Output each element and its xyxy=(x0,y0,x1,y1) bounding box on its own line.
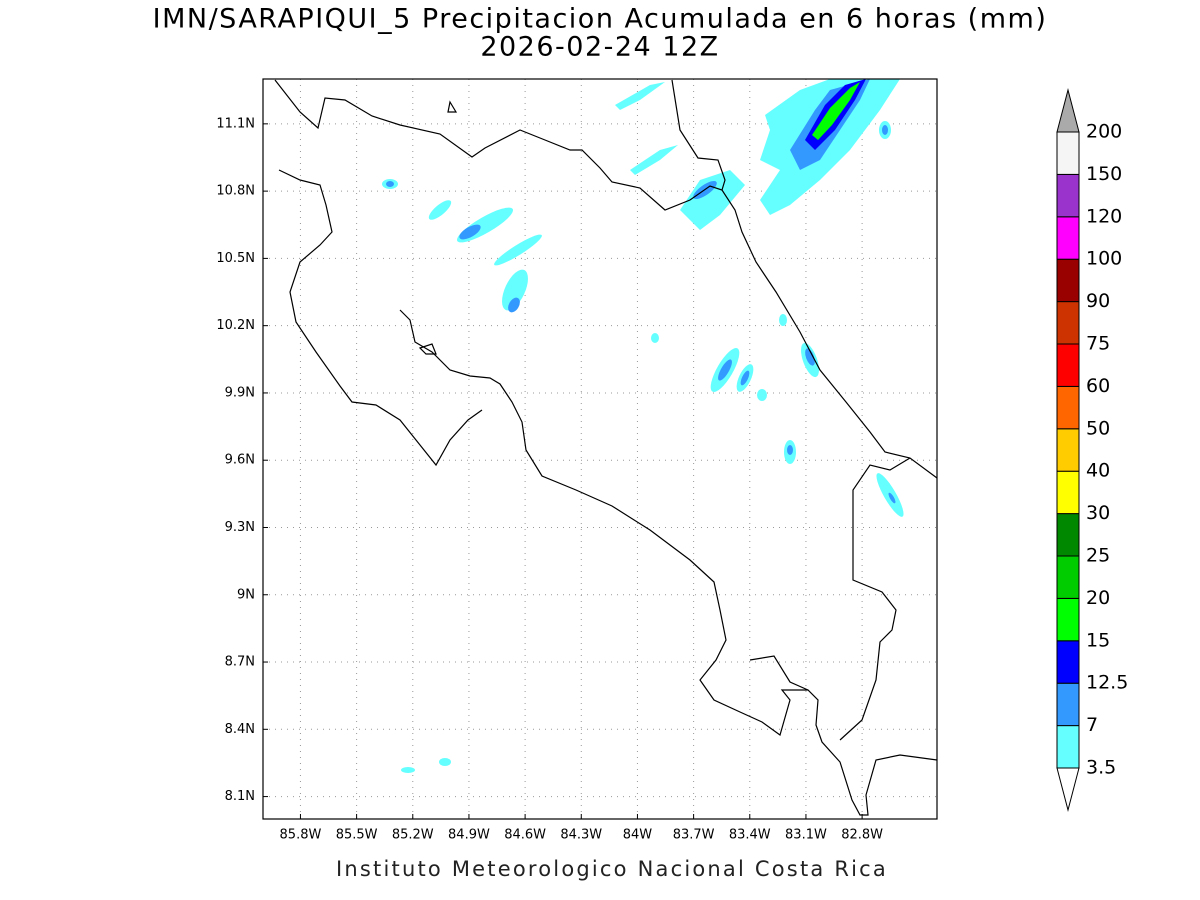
x-tick-label: 84.9W xyxy=(448,828,490,843)
colorbar-box xyxy=(1056,597,1080,642)
y-tick-label: 9.9N xyxy=(225,385,255,400)
axis-ticks: 85.8W 85.5W 85.2W 84.9W 84.6W 84.3W 84W 83.7W 83… xyxy=(216,116,883,842)
colorbar-box xyxy=(1056,301,1080,345)
colorbar-box xyxy=(1056,555,1080,599)
y-tick-label: 10.5N xyxy=(216,251,255,266)
coastlines xyxy=(274,79,938,816)
x-tick-label: 83.1W xyxy=(785,828,827,843)
grid xyxy=(263,79,937,819)
colorbar-box xyxy=(1056,385,1080,430)
title: IMN/SARAPIQUI_5 Precipitacion Acumulada … xyxy=(153,4,1048,35)
colorbar-box xyxy=(1056,343,1080,387)
x-tick-label: 82.8W xyxy=(841,828,883,843)
colorbar-box xyxy=(1056,470,1080,515)
y-tick-label: 9N xyxy=(237,587,255,602)
x-tick-label: 85.5W xyxy=(336,828,378,843)
colorbar-box xyxy=(1056,513,1080,557)
y-tick-label: 8.4N xyxy=(225,722,255,737)
colorbar-box xyxy=(1056,258,1080,303)
subtitle: 2026-02-24 12Z xyxy=(480,32,719,63)
colorbar-box xyxy=(1056,216,1080,260)
colorbar-label: 75 xyxy=(1086,333,1110,355)
map-frame-bg xyxy=(263,79,937,819)
colorbar-label: 120 xyxy=(1086,205,1122,227)
colorbar-label: 40 xyxy=(1086,460,1110,482)
colorbar-box xyxy=(1056,131,1080,175)
y-tick-label: 10.2N xyxy=(216,318,255,333)
x-tick-label: 85.2W xyxy=(392,828,434,843)
x-tick-label: 83.4W xyxy=(729,828,771,843)
colorbar-box xyxy=(1056,173,1080,218)
y-tick-label: 8.1N xyxy=(225,789,255,804)
colorbar: 3.5 7 12.5 15 20 25 30 40 50 60 75 90 100 120 150 200 xyxy=(1056,88,1128,812)
colorbar-label: 150 xyxy=(1086,163,1122,185)
colorbar-box xyxy=(1056,682,1080,727)
map-plot: 85.8W 85.5W 85.2W 84.9W 84.6W 84.3W 84W 83.7W 83… xyxy=(216,78,938,843)
y-tick-label: 11.1N xyxy=(216,116,255,131)
x-tick-label: 84.3W xyxy=(560,828,602,843)
colorbar-label: 60 xyxy=(1086,375,1110,397)
precip-field xyxy=(382,79,904,773)
footer: Instituto Meteorologico Nacional Costa R… xyxy=(336,857,888,881)
colorbar-label: 100 xyxy=(1086,248,1122,270)
colorbar-under xyxy=(1056,767,1080,812)
colorbar-label: 30 xyxy=(1086,502,1110,524)
colorbar-label: 7 xyxy=(1086,714,1098,736)
x-tick-label: 85.8W xyxy=(280,828,322,843)
colorbar-label: 50 xyxy=(1086,417,1110,439)
colorbar-label: 12.5 xyxy=(1086,672,1128,694)
colorbar-label: 90 xyxy=(1086,290,1110,312)
colorbar-over xyxy=(1056,88,1080,133)
y-tick-label: 9.3N xyxy=(225,520,255,535)
colorbar-box xyxy=(1056,428,1080,472)
colorbar-label: 200 xyxy=(1086,121,1122,143)
y-tick-label: 9.6N xyxy=(225,453,255,468)
colorbar-label: 25 xyxy=(1086,545,1110,567)
x-tick-label: 83.7W xyxy=(673,828,715,843)
colorbar-label: 15 xyxy=(1086,629,1110,651)
map-frame xyxy=(262,78,938,820)
colorbar-box xyxy=(1056,725,1080,769)
y-tick-label: 8.7N xyxy=(225,655,255,670)
x-tick-label: 84.6W xyxy=(504,828,546,843)
x-tick-label: 84W xyxy=(623,828,653,843)
colorbar-label: 3.5 xyxy=(1086,757,1116,779)
colorbar-box xyxy=(1056,640,1080,684)
colorbar-label: 20 xyxy=(1086,587,1110,609)
y-tick-label: 10.8N xyxy=(216,184,255,199)
